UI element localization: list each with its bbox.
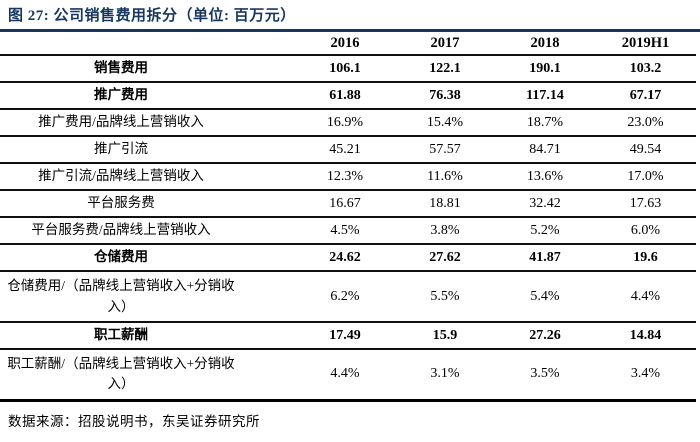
row-traffic-acquisition: 推广引流 45.21 57.57 84.71 49.54 bbox=[0, 136, 696, 163]
row-label: 推广引流 bbox=[94, 141, 148, 157]
cell-2016: 4.5% bbox=[330, 222, 360, 238]
cell-2017: 3.1% bbox=[430, 366, 460, 382]
cell-2019h1: 4.4% bbox=[630, 288, 661, 304]
row-platform-service-fee: 平台服务费 16.67 18.81 32.42 17.63 bbox=[0, 190, 696, 217]
sales-expense-table: 2016 2017 2018 2019H1 销售费用 106.1 122.1 1… bbox=[0, 32, 696, 402]
cell-2019h1: 17.0% bbox=[627, 168, 664, 184]
row-label: 推广费用 bbox=[94, 87, 148, 103]
cell-2016: 17.49 bbox=[329, 327, 361, 343]
cell-2019h1: 103.2 bbox=[629, 60, 662, 76]
data-source-note: 数据来源：招股说明书，东吴证券研究所 bbox=[8, 413, 260, 429]
cell-2016: 106.1 bbox=[329, 60, 361, 76]
cell-2018: 41.87 bbox=[529, 249, 561, 265]
column-header-2019h1: 2019H1 bbox=[621, 34, 670, 51]
row-label: 职工薪酬 bbox=[94, 327, 148, 343]
cell-2017: 57.57 bbox=[429, 141, 461, 157]
row-staff-compensation-ratio: 职工薪酬/（品牌线上营销收入+分销收入） 4.4% 3.1% 3.5% 3.4% bbox=[0, 349, 696, 400]
cell-2017: 76.38 bbox=[429, 87, 461, 103]
row-label: 推广引流/品牌线上营销收入 bbox=[38, 168, 204, 184]
row-warehousing-expense-ratio: 仓储费用/（品牌线上营销收入+分销收入） 6.2% 5.5% 5.4% 4.4% bbox=[0, 271, 696, 322]
cell-2017: 15.9 bbox=[432, 327, 458, 343]
row-label: 职工薪酬/（品牌线上营销收入+分销收入） bbox=[7, 356, 235, 392]
cell-2019h1: 23.0% bbox=[627, 114, 664, 130]
cell-2018: 84.71 bbox=[529, 141, 561, 157]
cell-2016: 45.21 bbox=[329, 141, 361, 157]
cell-2017: 3.8% bbox=[430, 222, 460, 238]
row-promotion-expense: 推广费用 61.88 76.38 117.14 67.17 bbox=[0, 82, 696, 109]
row-sales-expense: 销售费用 106.1 122.1 190.1 103.2 bbox=[0, 55, 696, 82]
row-promotion-expense-ratio: 推广费用/品牌线上营销收入 16.9% 15.4% 18.7% 23.0% bbox=[0, 109, 696, 136]
cell-2018: 5.2% bbox=[530, 222, 560, 238]
cell-2016: 24.62 bbox=[329, 249, 361, 265]
row-label: 销售费用 bbox=[94, 60, 148, 76]
cell-2017: 15.4% bbox=[426, 114, 464, 130]
cell-2016: 4.4% bbox=[330, 366, 360, 382]
column-header-2017: 2017 bbox=[430, 34, 460, 51]
cell-2017: 18.81 bbox=[429, 195, 461, 211]
cell-2019h1: 6.0% bbox=[630, 222, 661, 238]
cell-2018: 27.26 bbox=[529, 327, 561, 343]
cell-2018: 5.4% bbox=[530, 288, 560, 304]
cell-2016: 16.67 bbox=[329, 195, 361, 211]
cell-2019h1: 19.6 bbox=[633, 249, 658, 265]
cell-2018: 117.14 bbox=[526, 87, 564, 103]
cell-2017: 27.62 bbox=[429, 249, 461, 265]
cell-2019h1: 3.4% bbox=[630, 366, 661, 382]
table-header-row: 2016 2017 2018 2019H1 bbox=[0, 32, 696, 55]
cell-2018: 18.7% bbox=[526, 114, 564, 130]
cell-2019h1: 49.54 bbox=[629, 141, 662, 157]
row-label: 平台服务费 bbox=[87, 195, 155, 211]
title-rule-divider bbox=[0, 29, 700, 32]
cell-2018: 13.6% bbox=[526, 168, 564, 184]
row-platform-service-fee-ratio: 平台服务费/品牌线上营销收入 4.5% 3.8% 5.2% 6.0% bbox=[0, 217, 696, 244]
cell-2017: 11.6% bbox=[427, 168, 463, 184]
cell-2019h1: 67.17 bbox=[629, 87, 662, 103]
cell-2018: 190.1 bbox=[529, 60, 561, 76]
row-label: 仓储费用/（品牌线上营销收入+分销收入） bbox=[7, 278, 235, 314]
row-label: 推广费用/品牌线上营销收入 bbox=[38, 114, 204, 130]
cell-2016: 61.88 bbox=[329, 87, 361, 103]
cell-2019h1: 14.84 bbox=[629, 327, 662, 343]
row-traffic-acquisition-ratio: 推广引流/品牌线上营销收入 12.3% 11.6% 13.6% 17.0% bbox=[0, 163, 696, 190]
row-warehousing-expense: 仓储费用 24.62 27.62 41.87 19.6 bbox=[0, 244, 696, 271]
column-header-empty bbox=[0, 32, 295, 55]
cell-2016: 6.2% bbox=[330, 288, 360, 304]
figure-title: 图 27: 公司销售费用拆分（单位: 百万元） bbox=[8, 8, 296, 24]
row-label: 仓储费用 bbox=[94, 249, 148, 265]
cell-2017: 5.5% bbox=[430, 288, 460, 304]
cell-2017: 122.1 bbox=[429, 60, 461, 76]
row-staff-compensation: 职工薪酬 17.49 15.9 27.26 14.84 bbox=[0, 322, 696, 349]
cell-2019h1: 17.63 bbox=[629, 195, 662, 211]
cell-2016: 12.3% bbox=[326, 168, 364, 184]
column-header-2016: 2016 bbox=[330, 34, 360, 51]
cell-2018: 3.5% bbox=[530, 366, 560, 382]
column-header-2018: 2018 bbox=[530, 34, 560, 51]
row-label: 平台服务费/品牌线上营销收入 bbox=[31, 222, 211, 238]
cell-2016: 16.9% bbox=[326, 114, 364, 130]
cell-2018: 32.42 bbox=[529, 195, 561, 211]
